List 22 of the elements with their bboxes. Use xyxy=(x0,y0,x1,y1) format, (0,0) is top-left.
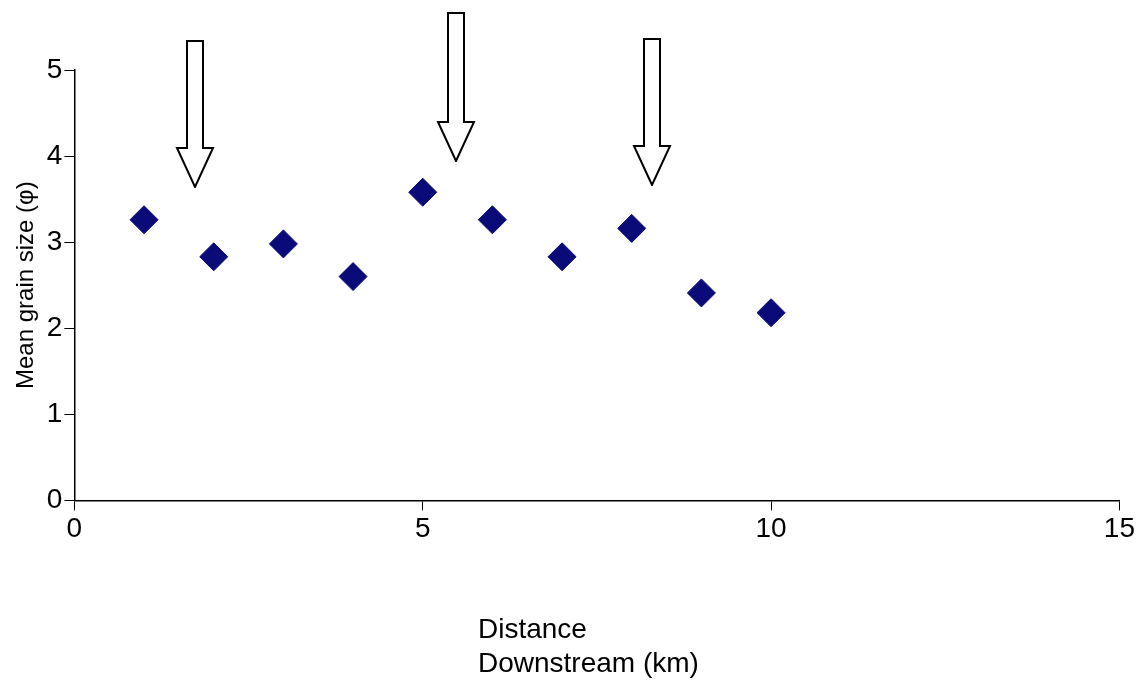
x-tick-label: 0 xyxy=(66,511,83,543)
point xyxy=(268,229,298,259)
y-tick-label: 3 xyxy=(46,224,63,256)
y-axis-title: Mean grain size (φ) xyxy=(11,181,39,390)
point xyxy=(408,177,438,207)
x-tick-label: 10 xyxy=(755,511,787,543)
x-tick-label: 15 xyxy=(1103,511,1136,543)
y-tick-label: 4 xyxy=(46,138,63,170)
point xyxy=(477,205,507,235)
y-tick-label: 1 xyxy=(46,397,63,429)
point xyxy=(199,242,229,272)
x-tick-label: 5 xyxy=(414,511,431,543)
point xyxy=(686,278,716,308)
y-tick-label: 0 xyxy=(46,483,63,515)
y-tick-label: 2 xyxy=(46,310,63,342)
point xyxy=(617,213,647,243)
x-axis-title: Distance Downstream (km) xyxy=(478,612,700,680)
point xyxy=(129,205,159,235)
y-tick-label: 5 xyxy=(46,52,63,84)
point xyxy=(338,262,368,292)
point xyxy=(547,242,577,272)
point xyxy=(756,298,786,328)
